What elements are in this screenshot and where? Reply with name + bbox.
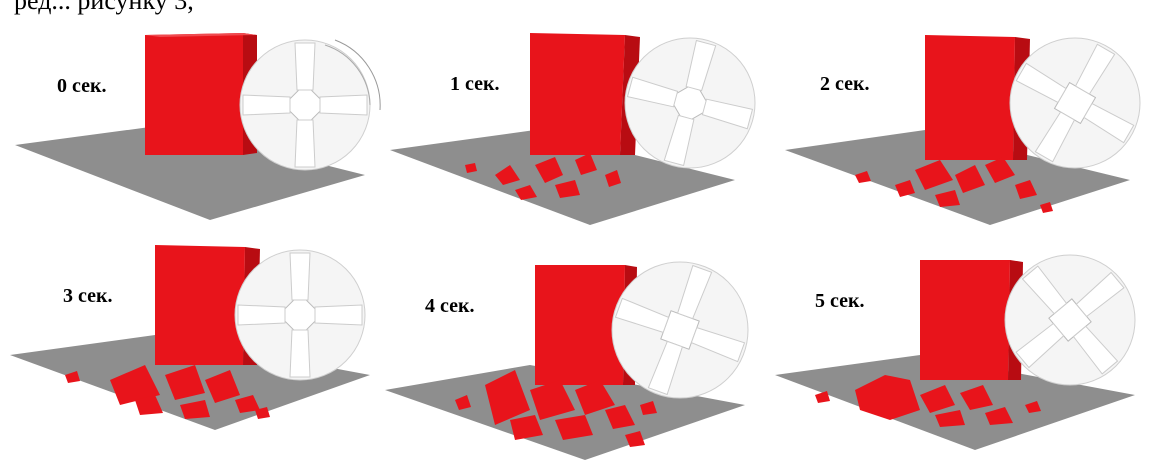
time-label: 4 сек.: [425, 295, 475, 317]
time-label: 3 сек.: [63, 285, 113, 307]
scene-2s: [785, 35, 1141, 225]
floor-plate: [15, 125, 365, 220]
debris: [455, 370, 657, 447]
cutting-wheel: [234, 249, 366, 381]
debris: [855, 157, 1053, 213]
scene-3s: [10, 245, 370, 430]
time-label: 0 сек.: [57, 75, 107, 97]
time-label: 5 сек.: [815, 290, 865, 312]
debris: [65, 365, 270, 419]
panel-4s: 4 сек.: [385, 235, 765, 460]
panel-3s: 3 сек.: [5, 235, 385, 460]
cutting-wheel: [624, 37, 756, 169]
time-label: 1 сек.: [450, 73, 500, 95]
cutting-wheel: [239, 39, 381, 171]
cutting-wheel: [1009, 37, 1141, 169]
scene-0s: [15, 33, 381, 220]
top-text-fragment: ред... рисунку 3,: [14, 0, 194, 15]
panel-0s: 0 сек.: [5, 25, 385, 250]
panel-2s: 2 сек.: [775, 25, 1155, 250]
block-front: [535, 265, 625, 385]
block-front: [145, 33, 243, 155]
scene-1s: [390, 33, 756, 225]
debris: [815, 375, 1041, 427]
block-front: [925, 35, 1015, 160]
panel-1s: 1 сек.: [385, 25, 765, 250]
block-front: [530, 33, 625, 155]
debris: [465, 153, 621, 200]
time-label: 2 сек.: [820, 73, 870, 95]
scene-4s: [385, 261, 749, 460]
panel-5s: 5 сек.: [775, 235, 1155, 460]
floor-plate: [390, 130, 735, 225]
block-top: [145, 33, 257, 37]
cutting-wheel: [1004, 254, 1136, 386]
cutting-wheel: [611, 261, 749, 399]
scene-5s: [775, 254, 1136, 450]
block-front: [920, 260, 1010, 380]
block-front: [155, 245, 245, 365]
